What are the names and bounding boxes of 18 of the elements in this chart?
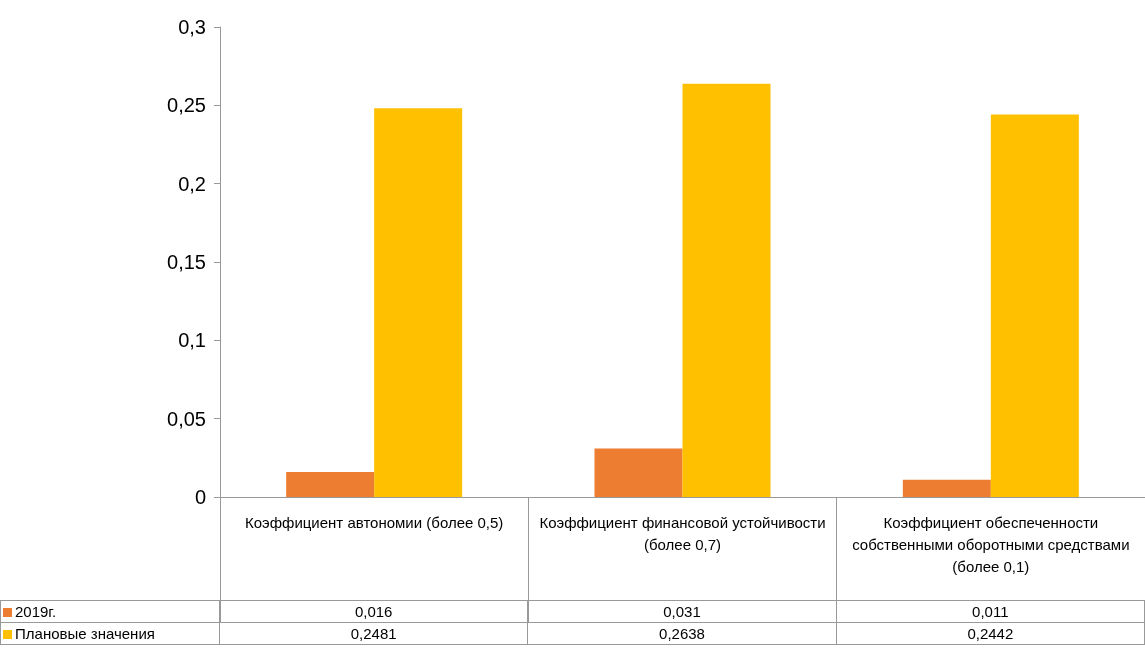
x-tick-label: Коэффициент автономии (более 0,5) [244, 513, 504, 531]
x-tick-label: Коэффициент финансовой устойчивости (более 0,7) [539, 513, 826, 553]
legend-label: 2019г. [0, 600, 220, 623]
y-tick-label: 0,3 [178, 16, 206, 38]
data-label: 0,011 [836, 600, 1145, 623]
data-label: 0,2481 [219, 622, 528, 645]
y-tick-label: 0,15 [167, 251, 206, 273]
legend-label: Плановые значения [0, 622, 220, 645]
data-label: 0,031 [527, 600, 837, 623]
data-label: 0,2638 [527, 622, 837, 645]
y-tick-label: 0 [194, 486, 206, 508]
data-label: 0,2442 [836, 622, 1145, 645]
y-tick-label: 0,2 [178, 172, 206, 195]
y-tick-label: 0,25 [167, 94, 206, 117]
y-tick-label: 0,1 [178, 329, 206, 352]
x-tick-label: Коэффициент обеспеченности собственными оборотными средствами (более 0,1) [852, 513, 1130, 575]
data-label: 0,016 [219, 600, 528, 623]
y-tick-label: 0,05 [167, 407, 206, 430]
